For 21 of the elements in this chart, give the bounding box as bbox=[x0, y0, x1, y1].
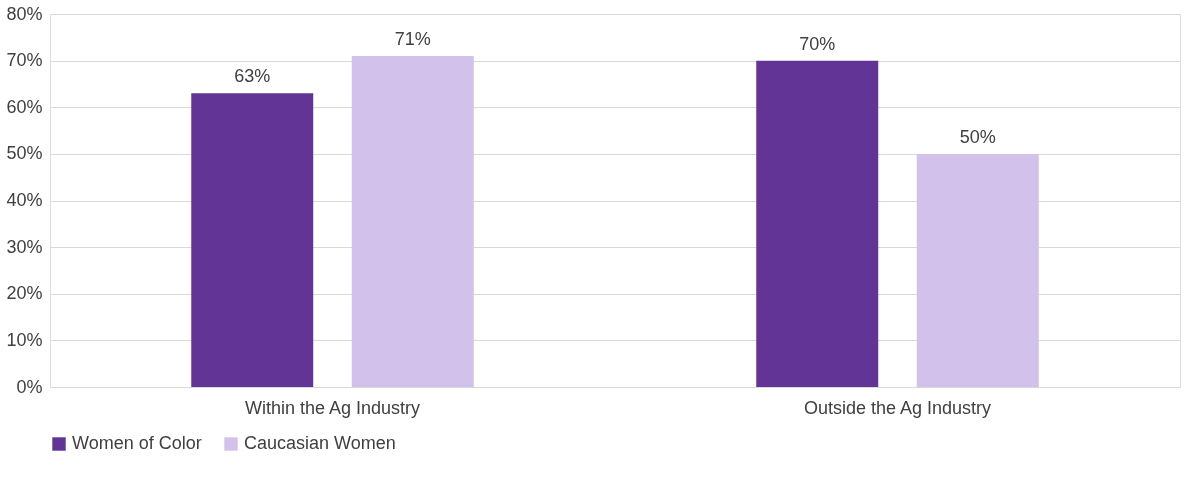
data-label: 63% bbox=[234, 66, 271, 87]
y-tick-label: 70% bbox=[6, 50, 43, 71]
y-tick-label: 0% bbox=[16, 376, 43, 397]
legend-label: Women of Color bbox=[72, 433, 202, 453]
x-tick-label: Within the Ag Industry bbox=[244, 397, 421, 418]
y-tick-label: 40% bbox=[6, 190, 43, 210]
bar bbox=[916, 153, 1039, 387]
y-tick-label: 30% bbox=[6, 236, 43, 257]
bar bbox=[191, 93, 314, 387]
bar bbox=[351, 55, 474, 387]
y-tick-label: 10% bbox=[6, 329, 43, 350]
y-tick-label: 80% bbox=[6, 3, 43, 24]
data-label: 71% bbox=[394, 28, 431, 49]
data-label: 70% bbox=[799, 33, 836, 54]
y-tick-label: 20% bbox=[6, 283, 43, 304]
y-tick-label: 50% bbox=[6, 143, 43, 164]
x-tick-label: Outside the Ag Industry bbox=[803, 397, 992, 418]
y-tick-label: 60% bbox=[6, 96, 43, 117]
bar bbox=[756, 60, 879, 387]
legend-label: Caucasian Women bbox=[244, 433, 396, 453]
data-label: 50% bbox=[959, 126, 996, 147]
